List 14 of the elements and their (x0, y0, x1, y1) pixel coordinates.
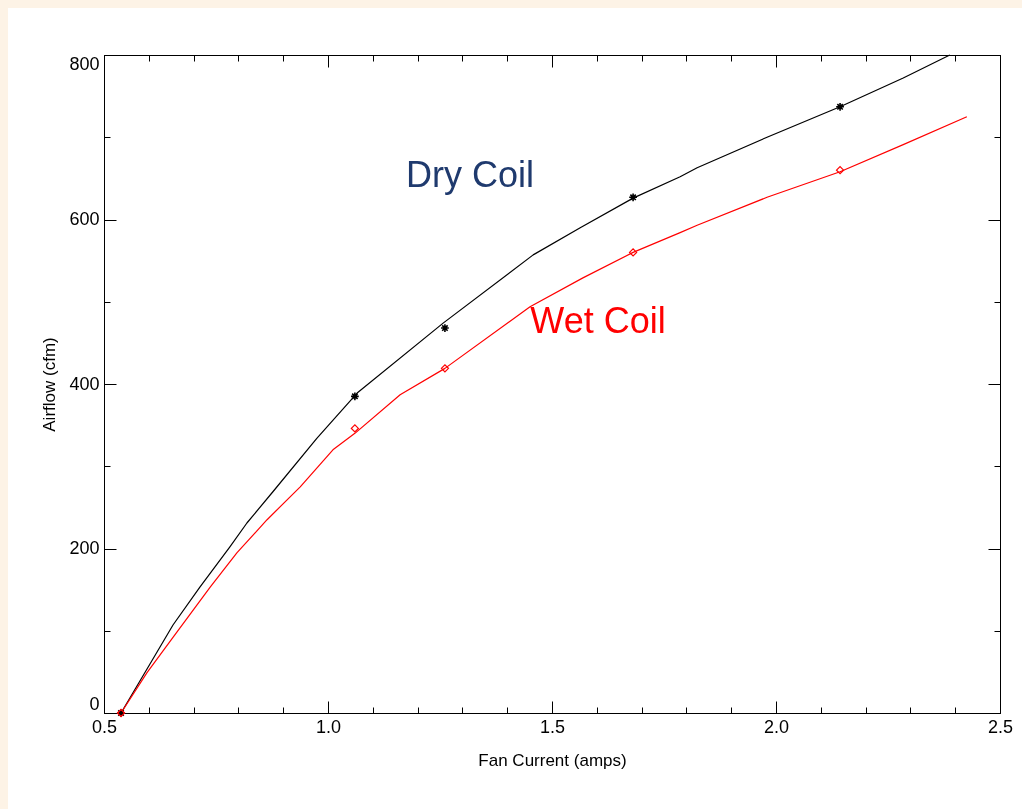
x-tick-label: 2.0 (763, 716, 790, 737)
x-tick-label: 1.5 (539, 716, 566, 737)
x-tick-label: 1.0 (315, 716, 342, 737)
y-tick-label: 600 (69, 209, 100, 229)
y-tick-label: 800 (69, 53, 100, 74)
y-tick-label: 0 (89, 693, 100, 714)
y-tick-label: 200 (69, 538, 100, 558)
y-axis-title: Airflow (cfm) (40, 337, 60, 432)
annotation: Dry Coil (405, 154, 535, 195)
y-tick-label: 400 (69, 373, 100, 394)
x-tick-label: 0.5 (91, 716, 118, 737)
x-tick-label: 2.5 (987, 716, 1014, 737)
annotation: Wet Coil (530, 300, 666, 341)
x-axis-title: Fan Current (amps) (478, 750, 627, 770)
